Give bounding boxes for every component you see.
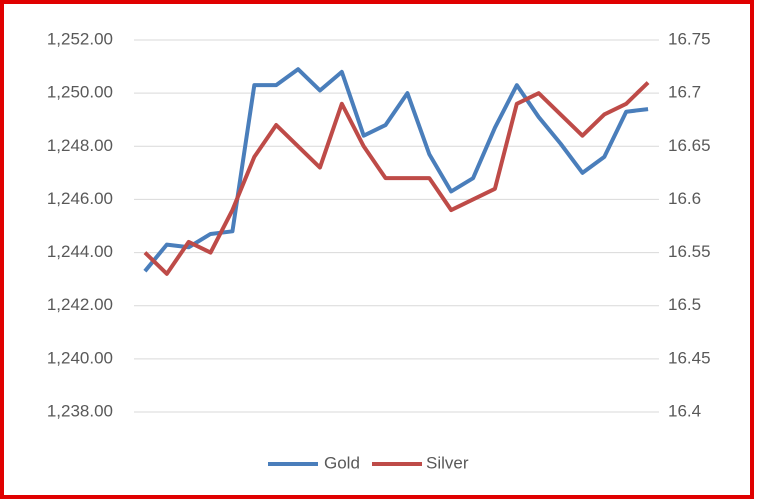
series-line [143, 81, 650, 276]
y-tick-label: 1,250.00 [47, 83, 113, 102]
y2-tick-label: 16.4 [668, 401, 701, 420]
y-tick-label: 1,242.00 [47, 295, 113, 314]
y-tick-label: 1,252.00 [47, 29, 113, 48]
y-tick-label: 1,246.00 [47, 189, 113, 208]
y2-tick-label: 16.75 [668, 29, 711, 48]
y2-tick-label: 16.45 [668, 348, 711, 367]
legend-label: Gold [324, 453, 360, 472]
y2-tick-label: 16.65 [668, 136, 711, 155]
y2-tick-label: 16.6 [668, 189, 701, 208]
y-tick-label: 1,248.00 [47, 136, 113, 155]
y2-tick-label: 16.5 [668, 295, 701, 314]
y-tick-label: 1,244.00 [47, 242, 113, 261]
y-tick-label: 1,240.00 [47, 348, 113, 367]
y-tick-label: 1,238.00 [47, 401, 113, 420]
series-line [143, 67, 649, 273]
y2-tick-label: 16.7 [668, 83, 701, 102]
y2-tick-label: 16.55 [668, 242, 711, 261]
legend-label: Silver [426, 453, 469, 472]
